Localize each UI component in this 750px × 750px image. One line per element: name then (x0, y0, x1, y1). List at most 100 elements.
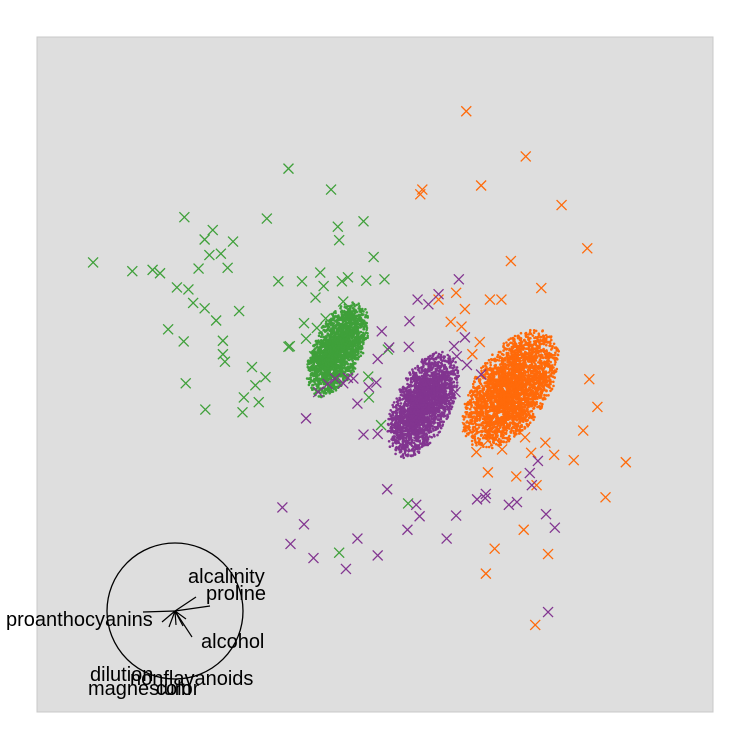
green-point (321, 366, 325, 369)
purple-point (388, 412, 391, 416)
green-point (357, 302, 361, 306)
purple-point (411, 427, 415, 430)
green-point (355, 314, 358, 318)
purple-point (443, 402, 447, 406)
green-point (355, 320, 359, 324)
purple-point (445, 368, 449, 371)
green-point (308, 369, 312, 373)
green-point (341, 330, 345, 333)
green-point (332, 332, 336, 335)
green-point (321, 376, 324, 380)
green-point (333, 354, 337, 357)
purple-point (412, 418, 416, 422)
green-point (338, 352, 342, 356)
purple-point (414, 406, 418, 409)
purple-point (395, 436, 399, 440)
green-point (363, 337, 366, 340)
green-point (364, 331, 368, 334)
green-point (321, 339, 324, 343)
green-point (311, 383, 314, 387)
purple-point (406, 413, 410, 417)
green-point (309, 380, 312, 384)
green-point (331, 326, 334, 330)
green-point (307, 383, 311, 387)
purple-point (417, 413, 420, 416)
purple-point (416, 439, 419, 443)
green-point (354, 353, 357, 357)
purple-point (425, 440, 429, 444)
green-point (317, 377, 321, 380)
purple-point (436, 376, 440, 380)
green-point (350, 366, 354, 369)
purple-point (400, 429, 404, 433)
green-point (334, 348, 337, 352)
purple-point (395, 433, 399, 437)
purple-point (444, 390, 448, 393)
green-point (362, 334, 365, 338)
purple-point (431, 367, 434, 370)
purple-point (430, 357, 434, 360)
panel-background (36, 36, 714, 713)
purple-point (427, 430, 430, 434)
green-point (332, 334, 335, 338)
purple-point (422, 384, 426, 387)
green-point (350, 340, 353, 343)
purple-point (403, 416, 406, 419)
green-point (359, 318, 362, 321)
purple-point (407, 401, 410, 404)
purple-point (451, 385, 455, 388)
green-point (324, 362, 328, 366)
purple-point (425, 370, 428, 373)
purple-point (414, 439, 417, 442)
green-point (349, 357, 353, 361)
purple-point (428, 367, 432, 371)
purple-point (409, 373, 412, 377)
purple-point (442, 420, 446, 424)
purple-point (416, 364, 420, 368)
purple-point (419, 393, 423, 396)
purple-point (414, 415, 418, 419)
green-point (335, 381, 338, 384)
green-point (328, 389, 331, 393)
green-point (318, 331, 321, 335)
green-point (348, 326, 352, 330)
purple-point (410, 438, 413, 442)
purple-point (408, 389, 412, 392)
green-point (339, 307, 342, 310)
green-point (323, 345, 327, 348)
purple-point (445, 398, 449, 402)
purple-point (429, 430, 433, 434)
purple-point (451, 402, 455, 405)
purple-point (391, 428, 394, 431)
purple-point (387, 417, 390, 421)
purple-point (421, 369, 425, 373)
purple-point (431, 394, 435, 398)
green-point (342, 375, 346, 379)
purple-point (453, 396, 457, 400)
green-point (333, 382, 336, 385)
green-point (338, 383, 342, 386)
purple-point (401, 421, 405, 425)
purple-point (428, 411, 432, 415)
purple-point (417, 450, 421, 453)
green-point (337, 369, 341, 373)
purple-point (455, 381, 459, 384)
purple-point (406, 385, 410, 389)
purple-point (412, 393, 416, 397)
purple-point (425, 362, 428, 366)
orange-point (487, 445, 491, 449)
green-point (359, 330, 363, 334)
purple-point (409, 409, 413, 413)
green-point (362, 327, 365, 331)
green-point (358, 304, 361, 308)
green-point (346, 350, 349, 353)
purple-point (440, 383, 444, 386)
green-point (337, 314, 340, 317)
purple-point (438, 394, 442, 397)
purple-point (428, 397, 431, 400)
green-point (360, 309, 364, 313)
purple-point (433, 360, 437, 364)
green-point (316, 386, 320, 389)
green-point (330, 312, 334, 316)
